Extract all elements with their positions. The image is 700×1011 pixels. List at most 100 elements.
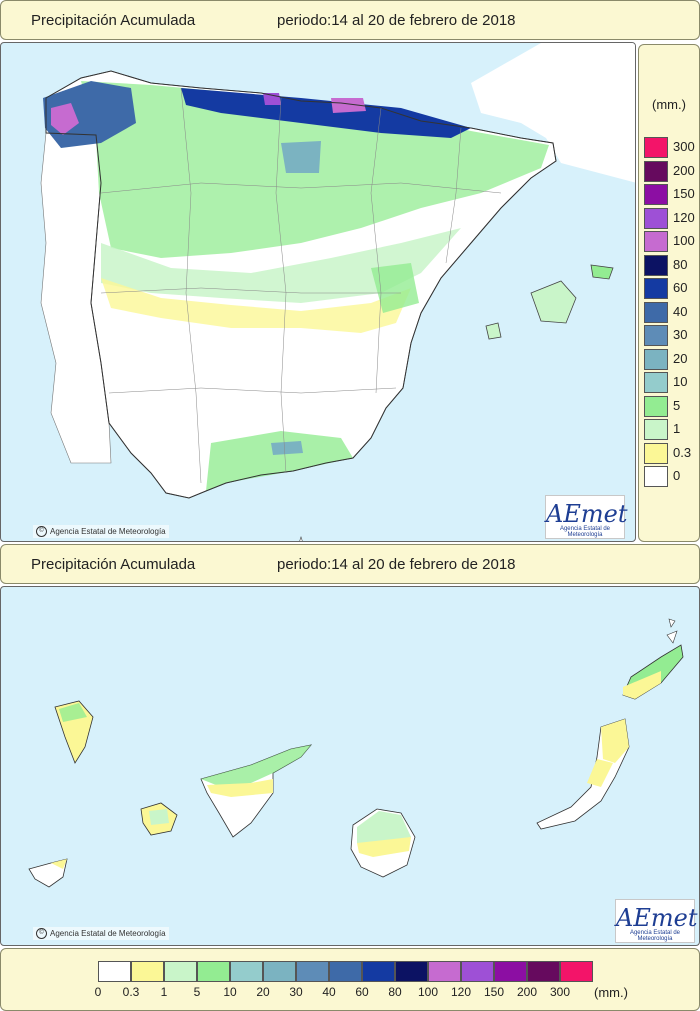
legend-unit-h: (mm.) (594, 985, 628, 1000)
legend-label: 30 (289, 985, 303, 999)
islets-north (668, 618, 676, 628)
header-top: Precipitación Acumulada periodo:14 al 20… (0, 0, 700, 40)
legend-label: 200 (516, 985, 538, 999)
spain-coastline (45, 70, 557, 499)
legend-label: 80 (388, 985, 402, 999)
logo-wordmark: AEmet (616, 904, 698, 932)
precip-cantabrico-purple2 (331, 98, 366, 113)
copyright-icon: © (36, 526, 47, 537)
mallorca (530, 280, 577, 324)
legend-label: 0 (673, 468, 681, 483)
legend-swatch (644, 466, 668, 487)
ibiza (485, 322, 502, 340)
legend-label: 200 (673, 162, 695, 178)
precip-yellow-band (101, 278, 411, 333)
legend-label: 0.3 (673, 444, 692, 460)
legend-swatch (644, 137, 668, 158)
precip-south-teal (271, 441, 303, 455)
legend-label: 20 (256, 985, 270, 999)
peninsula-map[interactable]: © Agencia Estatal de Meteorología AEmet … (0, 42, 636, 542)
legend-label: 5 (193, 985, 201, 999)
header-bottom: Precipitación Acumulada periodo:14 al 20… (0, 544, 700, 584)
precip-south-green (206, 431, 353, 491)
legend-swatch (644, 278, 668, 299)
legend-swatch (644, 395, 668, 417)
map-credit-canarias: © Agencia Estatal de Meteorología (33, 927, 169, 940)
credit-text: Agencia Estatal de Meteorología (50, 929, 166, 938)
peninsula-map-canvas (40, 43, 635, 541)
canarias-map[interactable]: © Agencia Estatal de Meteorología AEmet … (0, 586, 700, 946)
legend-swatch (131, 961, 164, 982)
legend-swatch (644, 301, 668, 323)
legend-label: 150 (673, 186, 695, 201)
precip-east-green (371, 263, 419, 313)
map-title-canarias: Precipitación Acumulada (31, 555, 196, 573)
legend-swatch (164, 961, 197, 982)
legend-swatch (644, 325, 668, 346)
credit-text: Agencia Estatal de Meteorología (50, 527, 166, 536)
legend-swatch (197, 961, 230, 982)
precip-cantabrico-blue (181, 88, 471, 138)
copyright-icon: © (36, 928, 47, 939)
legend-swatch (644, 419, 668, 440)
legend-label: 80 (673, 256, 688, 272)
logo-subtext: Agencia Estatal de Meteorología (629, 930, 681, 942)
legend-swatch (428, 961, 461, 982)
legend-label: 0.3 (122, 985, 140, 999)
legend-swatch (329, 961, 362, 982)
map-title: Precipitación Acumulada (31, 11, 196, 29)
legend-swatch (527, 961, 560, 982)
province-borders (100, 87, 502, 484)
legend-label: 300 (673, 139, 695, 154)
legend-label: 120 (450, 985, 472, 999)
legend-horizontal: 0 0.3 1 5 10 20 30 40 60 80 100 120 150 200 300 (mm.) (0, 948, 700, 1011)
legend-swatch (560, 961, 593, 982)
legend-swatch (644, 207, 668, 229)
legend-label: 60 (673, 280, 688, 295)
legend-label: 40 (322, 985, 336, 999)
legend-vertical: (mm.) 300 200 150 120 100 80 60 40 30 20 10 5 1 0.3 0 (638, 44, 700, 542)
canarias-map-canvas (28, 618, 684, 888)
legend-swatch (296, 961, 329, 982)
legend-label: 1 (673, 421, 681, 436)
legend-swatch (263, 961, 296, 982)
islets-north-2 (666, 630, 678, 644)
legend-label: 20 (673, 350, 688, 366)
legend-label: 30 (673, 327, 688, 342)
legend-label: 0 (94, 985, 102, 999)
legend-label: 5 (673, 397, 681, 413)
menorca (590, 264, 614, 280)
legend-swatch (461, 961, 494, 982)
legend-label: 300 (549, 985, 571, 999)
legend-label: 10 (673, 374, 688, 389)
precip-north-pale (101, 228, 461, 303)
ceuta (299, 536, 303, 541)
legend-swatch (644, 231, 668, 252)
precip-teal-center (281, 141, 321, 173)
map-period-canarias: periodo:14 al 20 de febrero de 2018 (277, 555, 516, 573)
legend-label: 1 (160, 985, 168, 999)
map-credit: © Agencia Estatal de Meteorología (33, 525, 169, 538)
logo-wordmark: AEmet (546, 500, 628, 528)
precip-galicia-purple (51, 103, 79, 135)
legend-swatch (644, 184, 668, 205)
legend-label: 150 (483, 985, 505, 999)
legend-swatch (644, 254, 668, 276)
map-period: periodo:14 al 20 de febrero de 2018 (277, 11, 516, 29)
aemet-logo-canarias: AEmet Agencia Estatal de Meteorología (615, 899, 698, 943)
logo-subtext: Agencia Estatal de Meteorología (559, 526, 611, 538)
legend-swatch (230, 961, 263, 982)
legend-swatch (494, 961, 527, 982)
legend-label: 100 (673, 233, 695, 248)
legend-swatch (362, 961, 395, 982)
legend-label: 100 (417, 985, 439, 999)
legend-swatch (644, 372, 668, 393)
aemet-logo: AEmet Agencia Estatal de Meteorología (545, 495, 628, 539)
legend-swatch (98, 961, 131, 982)
legend-swatch (644, 442, 668, 464)
legend-label: 60 (355, 985, 369, 999)
legend-unit: (mm.) (652, 97, 686, 112)
legend-label: 40 (673, 303, 688, 319)
legend-swatch (644, 160, 668, 182)
france-land (471, 43, 635, 183)
